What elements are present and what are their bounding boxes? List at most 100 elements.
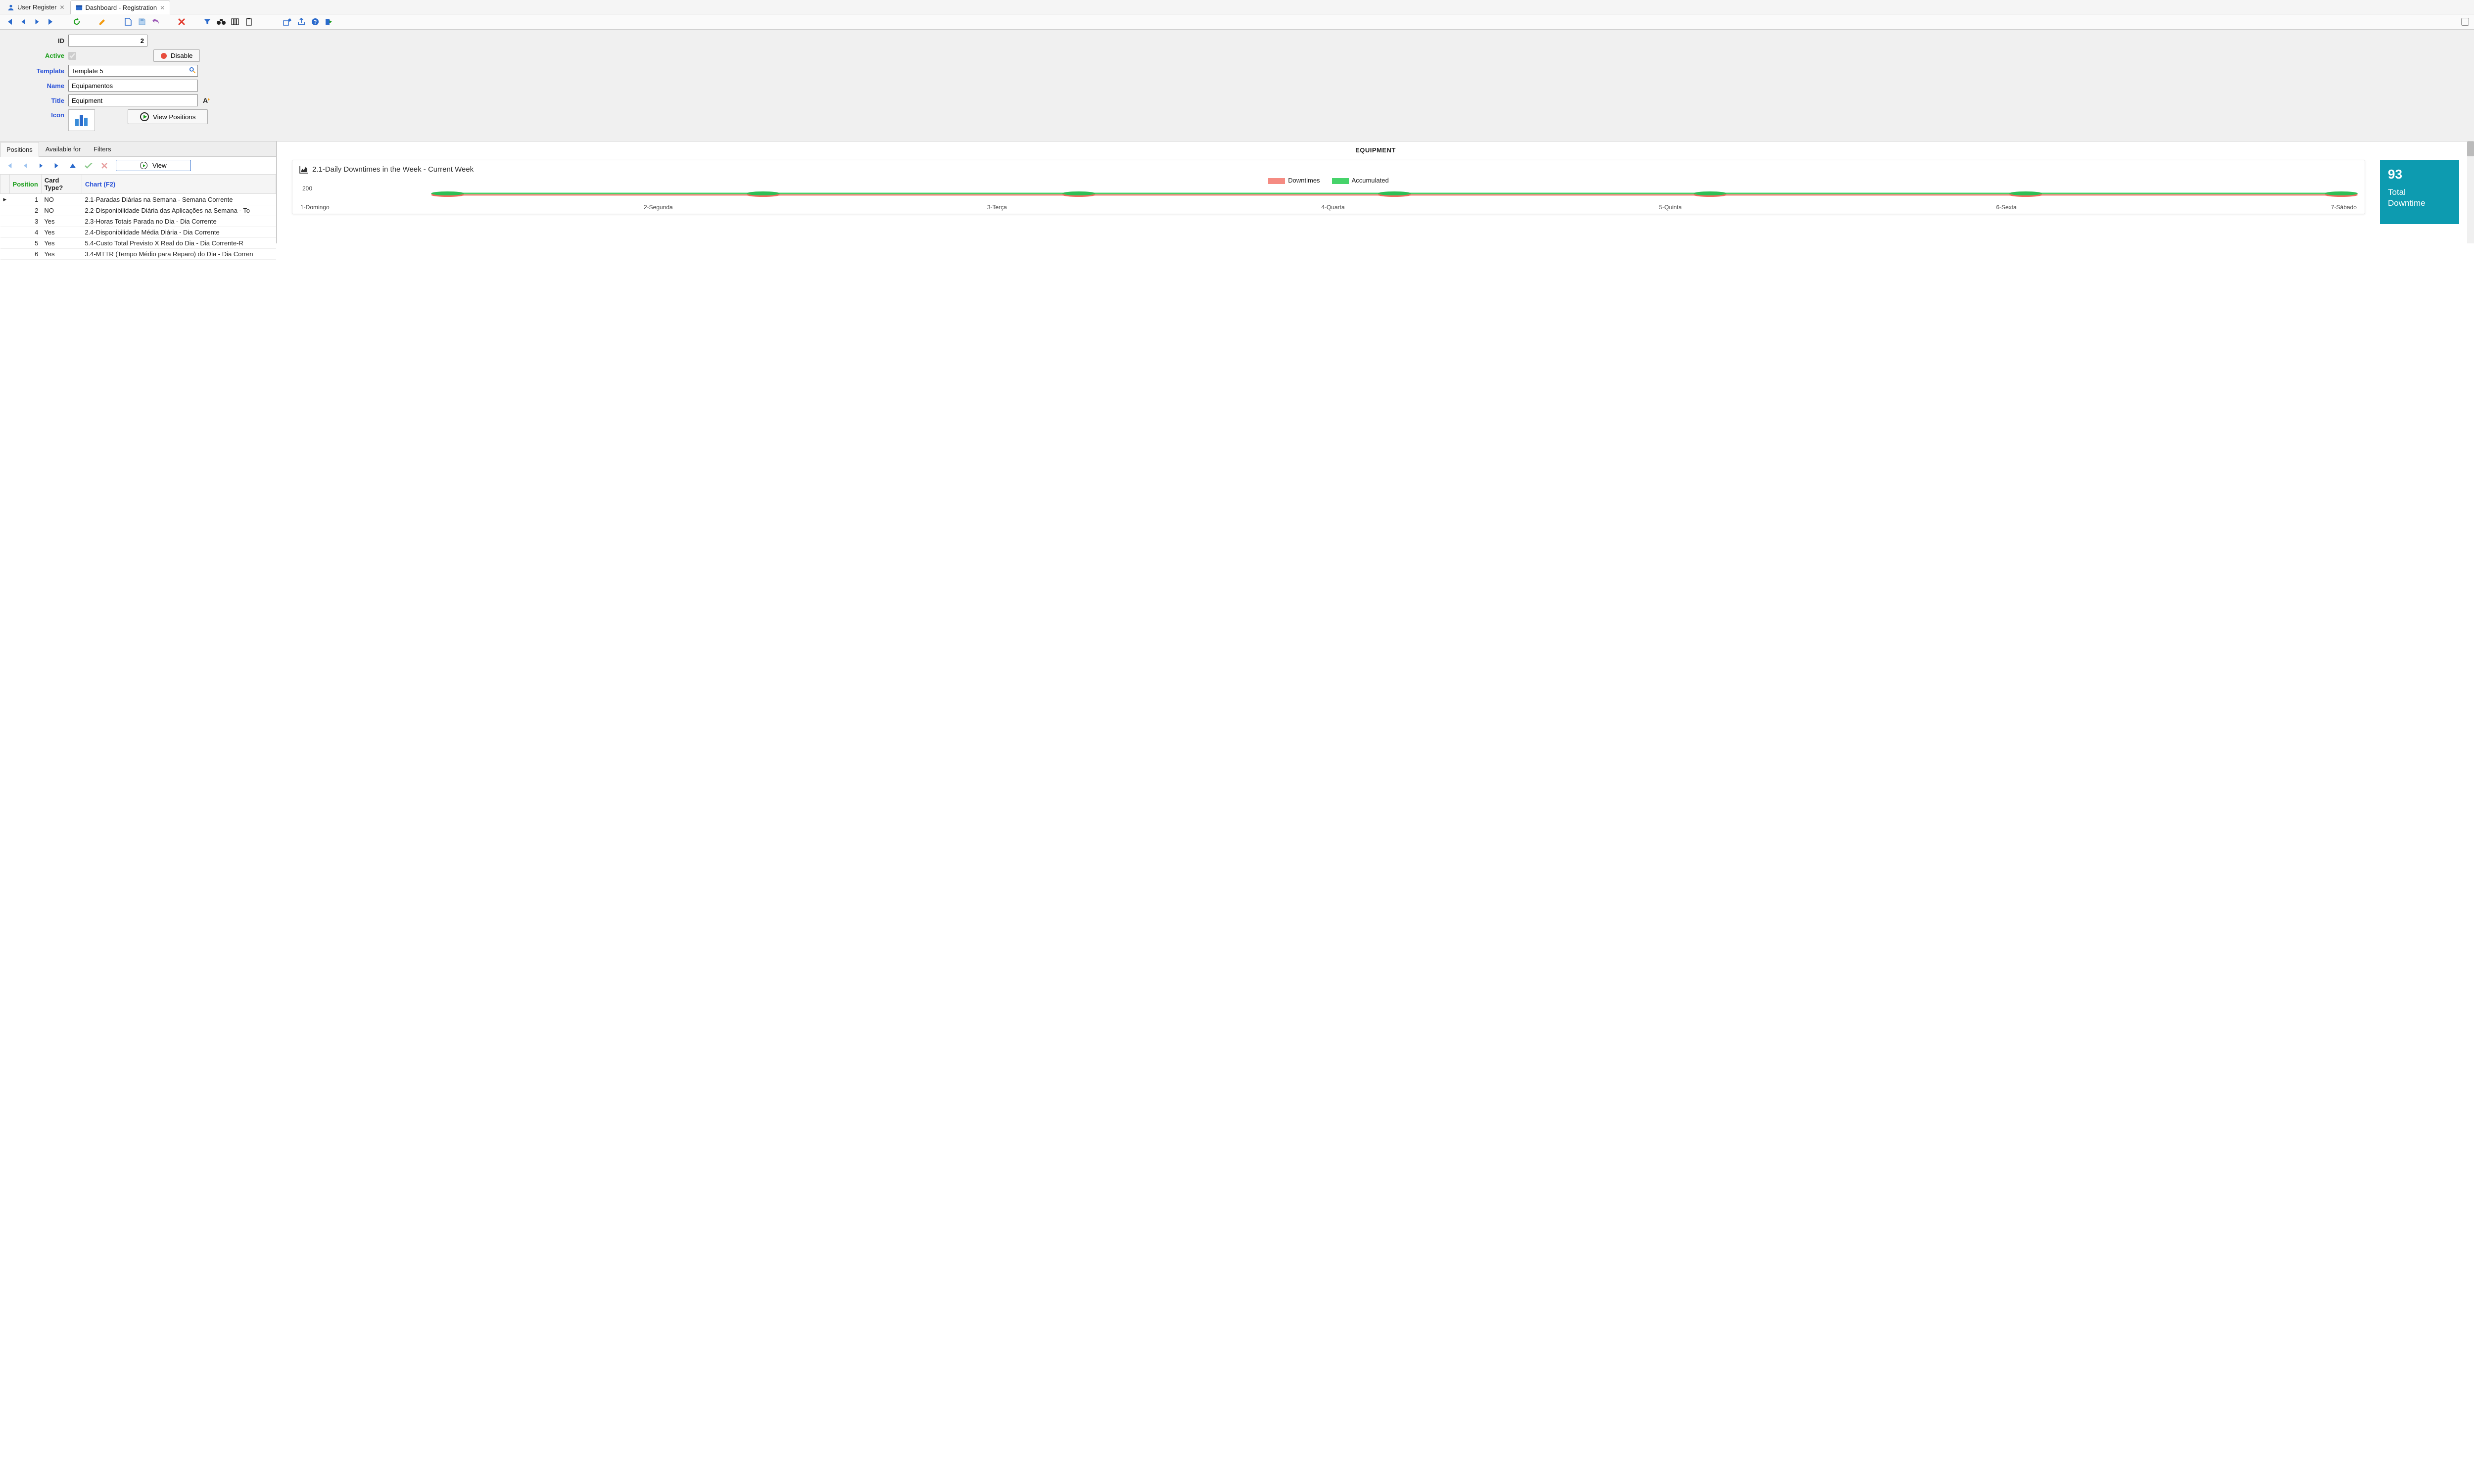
icon-label: Icon [5,109,64,119]
col-chart[interactable]: Chart (F2) [82,175,276,194]
clipboard-icon[interactable] [244,17,253,26]
tab-label: User Register [17,3,56,11]
columns-icon[interactable] [231,17,239,26]
play-icon [140,162,147,169]
tab-bar: User Register ✕ Dashboard - Registration… [0,0,2474,14]
name-field[interactable] [68,80,198,92]
stat-label-1: Total [2388,187,2451,198]
save-icon[interactable] [138,17,146,26]
xaxis-label: 5-Quinta [1659,204,1682,211]
col-position[interactable]: Position [9,175,41,194]
new-icon[interactable] [124,17,133,26]
id-field[interactable] [68,35,147,46]
delete-icon[interactable] [177,17,186,26]
id-label: ID [5,37,64,45]
icon-picker[interactable] [68,109,95,131]
positions-grid: Position Card Type? Chart (F2) ▸1NO2.1-P… [0,174,276,260]
xaxis-label: 2-Segunda [644,204,673,211]
template-field[interactable] [68,65,198,77]
table-row[interactable]: 5Yes5.4-Custo Total Previsto X Real do D… [0,238,276,249]
table-row[interactable]: 4Yes2.4-Disponibilidade Média Diária - D… [0,227,276,238]
xaxis-label: 7-Sábado [2331,204,2357,211]
left-pane: Positions Available for Filters View Pos… [0,141,277,243]
close-icon[interactable]: ✕ [59,4,64,11]
exit-icon[interactable] [325,17,333,26]
subtab-positions[interactable]: Positions [0,142,39,157]
xaxis-label: 1-Domingo [300,204,330,211]
tab-dashboard-registration[interactable]: Dashboard - Registration ✕ [70,0,171,14]
cancel-icon[interactable] [100,161,109,170]
stat-value: 93 [2388,167,2451,182]
view-positions-button[interactable]: View Positions [128,109,208,124]
main-toolbar: ? [0,14,2474,30]
chart-card: 2.1-Daily Downtimes in the Week - Curren… [292,160,2365,214]
search-icon[interactable] [189,67,196,74]
chart-plot: 200 [299,185,2358,204]
stat-card-total-downtime: 93 Total Downtime [2380,160,2459,224]
prev-icon[interactable] [21,161,30,170]
scrollbar[interactable] [2467,141,2474,243]
svg-text:?: ? [314,19,317,25]
tab-user-register[interactable]: User Register ✕ [2,0,70,14]
chart-icon [299,166,308,174]
next-record-icon[interactable] [33,17,42,26]
last-icon[interactable] [52,161,61,170]
table-row[interactable]: 6Yes3.4-MTTR (Tempo Médio para Reparo) d… [0,249,276,260]
view-positions-label: View Positions [153,113,195,121]
dashboard-preview: EQUIPMENT 2.1-Daily Downtimes in the Wee… [277,141,2474,243]
chart-xaxis: 1-Domingo 2-Segunda 3-Terça 4-Quarta 5-Quint… [299,204,2358,211]
first-icon[interactable] [5,161,14,170]
grid-toolbar: View [0,157,276,174]
chart-title-text: 2.1-Daily Downtimes in the Week - Curren… [312,165,474,174]
dashboard-title: EQUIPMENT [277,141,2474,160]
refresh-icon[interactable] [72,17,81,26]
binoculars-icon[interactable] [217,17,226,26]
legend-accumulated: Accumulated [1352,177,1389,184]
title-field[interactable] [68,94,198,106]
edit-icon[interactable] [98,17,107,26]
first-record-icon[interactable] [5,17,14,26]
export-icon[interactable] [283,17,292,26]
table-row[interactable]: 3Yes2.3-Horas Totais Parada no Dia - Dia… [0,216,276,227]
tab-label: Dashboard - Registration [86,4,157,11]
col-card-type[interactable]: Card Type? [41,175,82,194]
user-icon [7,4,14,11]
last-record-icon[interactable] [47,17,55,26]
table-row[interactable]: 2NO2.2-Disponibilidade Diária das Aplica… [0,205,276,216]
y-tick-label: 200 [302,185,312,192]
grid-view-button[interactable]: View [116,160,191,171]
stat-label-2: Downtime [2388,198,2451,209]
window-icon [76,4,83,11]
undo-icon[interactable] [151,17,160,26]
subtab-filters[interactable]: Filters [87,141,117,156]
share-icon[interactable] [297,17,306,26]
name-label: Name [5,82,64,90]
up-icon[interactable] [68,161,77,170]
table-row[interactable]: ▸1NO2.1-Paradas Diárias na Semana - Sema… [0,194,276,205]
toolbar-checkbox[interactable] [2461,18,2469,26]
prev-record-icon[interactable] [19,17,28,26]
play-icon [140,112,149,121]
confirm-icon[interactable] [84,161,93,170]
active-label: Active [5,52,64,59]
next-icon[interactable] [37,161,46,170]
active-checkbox[interactable] [68,52,76,60]
filter-icon[interactable] [203,17,212,26]
disable-button[interactable]: Disable [153,49,200,62]
help-icon[interactable]: ? [311,17,320,26]
template-label: Template [5,67,64,75]
close-icon[interactable]: ✕ [160,4,165,11]
grid-view-label: View [152,162,167,169]
subtab-available-for[interactable]: Available for [39,141,87,156]
xaxis-label: 6-Sexta [1996,204,2016,211]
title-label: Title [5,97,64,104]
font-style-icon[interactable]: A [202,96,211,104]
subtab-bar: Positions Available for Filters [0,141,276,157]
xaxis-label: 3-Terça [987,204,1007,211]
form-area: ID Active Disable Template Name Title A … [0,30,2474,141]
disable-button-label: Disable [171,52,192,59]
legend-downtimes: Downtimes [1288,177,1320,184]
status-dot-icon [161,53,167,59]
chart-legend: Downtimes Accumulated [299,177,2358,184]
xaxis-label: 4-Quarta [1321,204,1344,211]
